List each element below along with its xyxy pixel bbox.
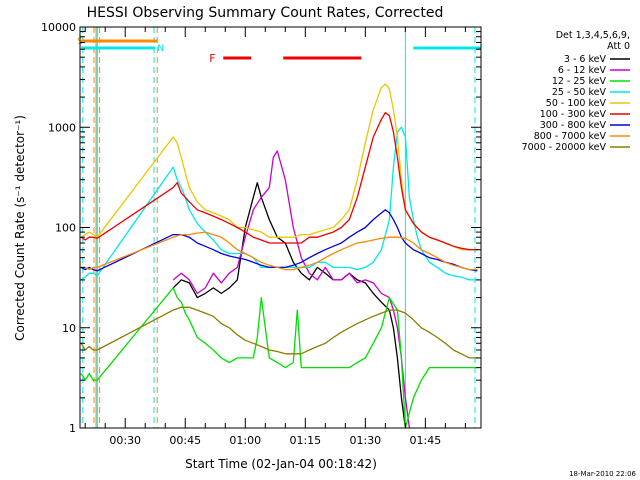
x-tick-label: 01:00 xyxy=(229,434,261,447)
y-tick-label: 100 xyxy=(55,222,76,235)
legend-header: Att 0 xyxy=(607,41,630,52)
observing-intervals: SNF xyxy=(77,27,481,428)
legend-label: 25 - 50 keV xyxy=(552,87,607,98)
night-label: N xyxy=(157,44,164,54)
legend-label: 100 - 300 keV xyxy=(540,109,607,120)
series-line-300-800-kev xyxy=(80,209,478,272)
x-tick-label: 00:30 xyxy=(109,434,141,447)
x-axis-label: Start Time (02-Jan-04 00:18:42) xyxy=(185,457,377,471)
series-line-25-50-kev xyxy=(80,126,478,281)
series-line-50-100-kev xyxy=(80,83,478,251)
x-tick-label: 01:15 xyxy=(289,434,321,447)
legend-label: 6 - 12 keV xyxy=(558,65,607,76)
flare-label: F xyxy=(209,52,215,65)
y-tick-label: 10 xyxy=(62,322,76,335)
series-line-3-6-kev xyxy=(172,182,407,428)
series-line-800-7000-kev xyxy=(81,231,478,271)
series-line-6-12-kev xyxy=(172,150,411,428)
legend-label: 300 - 800 keV xyxy=(540,120,607,131)
series-line-12-25-kev xyxy=(80,287,478,428)
y-axis-label: Corrected Count Rate (s⁻¹ detector⁻¹) xyxy=(13,115,27,341)
y-tick-label: 10000 xyxy=(41,21,76,34)
x-tick-label: 01:30 xyxy=(349,434,381,447)
series-line-100-300-kev xyxy=(80,111,478,251)
y-tick-label: 1 xyxy=(69,422,76,435)
footer-date: 18-Mar-2010 22:06 xyxy=(569,470,636,478)
legend-header: Det 1,3,4,5,6,9, xyxy=(556,30,630,41)
legend-label: 50 - 100 keV xyxy=(546,98,607,109)
plot-frame xyxy=(79,26,482,429)
x-tick-label: 00:45 xyxy=(169,434,201,447)
x-tick-label: 01:45 xyxy=(410,434,442,447)
legend-label: 7000 - 20000 keV xyxy=(522,142,607,153)
series-lines xyxy=(80,83,478,428)
legend-label: 3 - 6 keV xyxy=(564,54,607,65)
chart-title: HESSI Observing Summary Count Rates, Cor… xyxy=(87,5,444,21)
series-line-7000-20000-kev xyxy=(80,306,478,359)
legend-label: 800 - 7000 keV xyxy=(534,131,607,142)
plot-axes: 1 10 100 1000 10000 00:30 00:45 01:00 01:15 01:30… xyxy=(41,21,482,447)
legend-label: 12 - 25 keV xyxy=(552,76,607,87)
y-tick-label: 1000 xyxy=(48,121,76,134)
